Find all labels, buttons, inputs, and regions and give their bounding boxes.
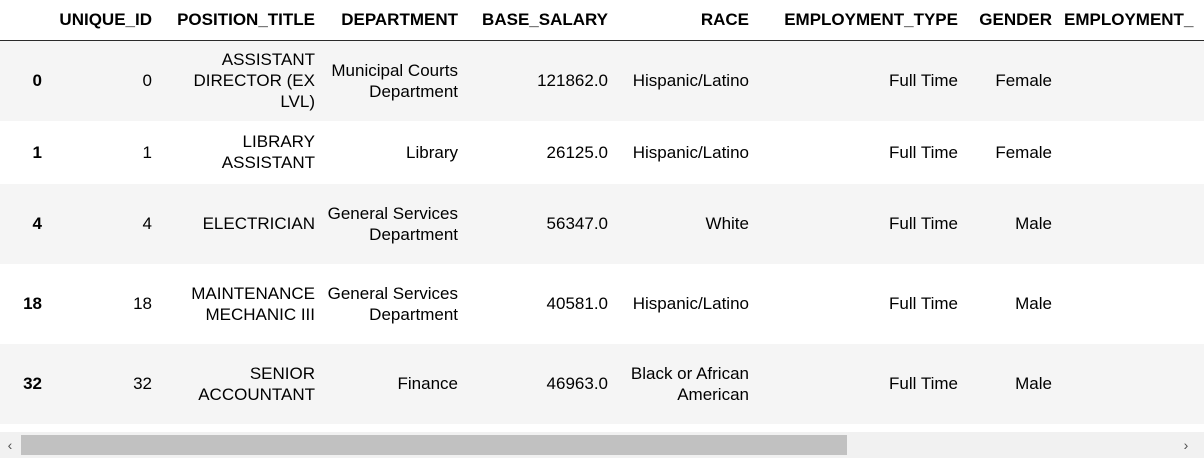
table-row: 0 0 ASSISTANT DIRECTOR (EX LVL) Municipa… (0, 40, 1204, 121)
column-header-unique-id: UNIQUE_ID (48, 0, 158, 41)
header-row: UNIQUE_ID POSITION_TITLE DEPARTMENT BASE… (0, 0, 1204, 41)
cell-unique-id: 0 (142, 71, 152, 91)
row-index: 0 (32, 71, 42, 91)
cell-race: Black or African American (630, 363, 749, 404)
table-row: 32 32 SENIOR ACCOUNTANT Finance 46963.0 … (0, 343, 1204, 424)
dataframe-output: UNIQUE_ID POSITION_TITLE DEPARTMENT BASE… (0, 0, 1204, 424)
index-header (0, 0, 48, 41)
cell-unique-id: 18 (133, 294, 152, 313)
cell-gender: Male (1015, 214, 1052, 233)
cell-base-salary: 121862.0 (537, 71, 608, 91)
cell-unique-id: 1 (142, 142, 152, 162)
cell-employment-type: Full Time (889, 142, 958, 162)
cell-position-title: SENIOR ACCOUNTANT (198, 363, 315, 404)
cell-gender: Male (1015, 374, 1052, 393)
cell-race: Hispanic/Latino (632, 71, 749, 91)
row-index: 18 (23, 294, 42, 313)
column-header-employment-type: EMPLOYMENT_TYPE (755, 0, 964, 41)
cell-department: Library (406, 142, 458, 162)
cell-position-title: ELECTRICIAN (202, 214, 315, 233)
column-header-employment-truncated: EMPLOYMENT_ (1058, 0, 1204, 41)
scroll-left-arrow-icon[interactable]: ‹ (7, 437, 13, 453)
column-header-gender: GENDER (964, 0, 1058, 41)
cell-gender: Male (1015, 294, 1052, 313)
scroll-right-arrow-icon[interactable]: › (1183, 437, 1189, 453)
cell-employment-truncated (1058, 184, 1204, 264)
cell-department: General Services Department (327, 283, 458, 324)
cell-position-title: LIBRARY ASSISTANT (221, 132, 315, 172)
table-row: 18 18 MAINTENANCE MECHANIC III General S… (0, 264, 1204, 344)
column-header-race: RACE (614, 0, 755, 41)
cell-unique-id: 32 (133, 374, 152, 393)
cell-employment-type: Full Time (889, 214, 958, 233)
cell-position-title: ASSISTANT DIRECTOR (EX LVL) (193, 50, 315, 112)
column-header-position-title: POSITION_TITLE (158, 0, 321, 41)
cell-department: Municipal Courts Department (331, 60, 458, 101)
scrollbar-thumb[interactable] (21, 435, 847, 455)
cell-gender: Female (995, 142, 1052, 162)
cell-race: Hispanic/Latino (632, 142, 749, 162)
cell-gender: Female (995, 71, 1052, 91)
horizontal-scrollbar[interactable]: ‹ › (0, 432, 1204, 458)
cell-department: General Services Department (327, 203, 458, 244)
cell-employment-truncated (1058, 121, 1204, 184)
cell-position-title: MAINTENANCE MECHANIC III (191, 283, 315, 324)
cell-base-salary: 26125.0 (546, 142, 608, 162)
cell-department: Finance (397, 374, 458, 393)
cell-base-salary: 40581.0 (546, 294, 608, 313)
cell-unique-id: 4 (142, 214, 152, 233)
cell-race: Hispanic/Latino (632, 294, 749, 313)
dataframe-table: UNIQUE_ID POSITION_TITLE DEPARTMENT BASE… (0, 0, 1204, 424)
cell-employment-type: Full Time (889, 71, 958, 91)
cell-base-salary: 56347.0 (546, 214, 608, 233)
table-row: 1 1 LIBRARY ASSISTANT Library 26125.0 Hi… (0, 121, 1204, 184)
cell-race: White (705, 214, 749, 233)
column-header-base-salary: BASE_SALARY (464, 0, 614, 41)
cell-employment-truncated (1058, 41, 1204, 121)
row-index: 4 (32, 214, 42, 233)
row-index: 32 (23, 374, 42, 393)
table-row: 4 4 ELECTRICIAN General Services Departm… (0, 183, 1204, 264)
cell-base-salary: 46963.0 (546, 374, 608, 393)
cell-employment-type: Full Time (889, 374, 958, 393)
cell-employment-truncated (1058, 344, 1204, 424)
row-index: 1 (32, 142, 42, 162)
cell-employment-truncated (1058, 264, 1204, 344)
cell-employment-type: Full Time (889, 294, 958, 313)
column-header-department: DEPARTMENT (321, 0, 464, 41)
